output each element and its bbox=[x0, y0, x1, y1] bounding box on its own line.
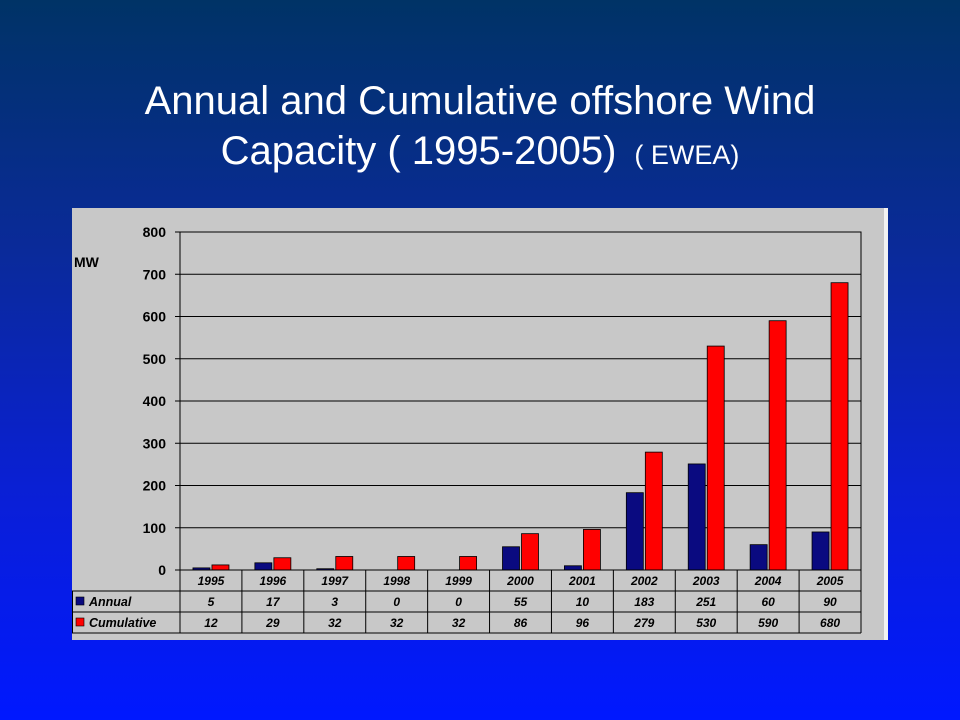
category-label-1999: 1999 bbox=[445, 574, 472, 588]
data-label-cumulative-1997: 32 bbox=[328, 616, 342, 630]
title-source: ( EWEA) bbox=[634, 140, 740, 170]
data-label-annual-2004: 60 bbox=[761, 595, 775, 609]
bar-layer bbox=[192, 282, 849, 571]
category-label-2000: 2000 bbox=[506, 574, 534, 588]
bar-annual-2005 bbox=[811, 531, 830, 571]
category-label-2001: 2001 bbox=[568, 574, 596, 588]
legend-swatch-cumulative bbox=[75, 617, 85, 627]
axis-labels: 0 100 200 300 400 500 600 700 800 MW bbox=[74, 224, 166, 578]
bar-cumulative-1998 bbox=[397, 556, 416, 571]
bar-cumulative-1999 bbox=[459, 556, 477, 571]
data-table: 1995 1996 1997 1998 1999 2000 2001 2002 2003 2004… bbox=[72, 569, 862, 634]
bar-annual-2003 bbox=[687, 463, 706, 571]
data-label-annual-2003: 251 bbox=[695, 595, 716, 609]
y-tick-label-100: 100 bbox=[143, 520, 167, 536]
bar-cumulative-1996 bbox=[273, 557, 292, 571]
data-label-annual-2005: 90 bbox=[823, 595, 837, 609]
bar-cumulative-2002 bbox=[644, 451, 663, 571]
y-tick-label-800: 800 bbox=[143, 224, 167, 240]
category-label-1997: 1997 bbox=[321, 574, 349, 588]
data-label-cumulative-2004: 590 bbox=[758, 616, 778, 630]
bar-cumulative-2004 bbox=[768, 320, 787, 571]
data-label-annual-2001: 10 bbox=[576, 595, 590, 609]
data-label-cumulative-2001: 96 bbox=[576, 616, 590, 630]
data-label-annual-1998: 0 bbox=[393, 595, 400, 609]
bar-annual-2001 bbox=[564, 565, 582, 571]
data-label-annual-1999: 0 bbox=[455, 595, 462, 609]
category-label-1996: 1996 bbox=[260, 574, 287, 588]
data-label-annual-1997: 3 bbox=[331, 595, 338, 609]
category-label-2004: 2004 bbox=[754, 574, 782, 588]
data-label-annual-1995: 5 bbox=[208, 595, 215, 609]
data-label-annual-2002: 183 bbox=[634, 595, 654, 609]
title-line-1: Annual and Cumulative offshore Wind bbox=[144, 79, 816, 123]
y-tick-label-500: 500 bbox=[143, 351, 167, 367]
data-label-cumulative-2002: 279 bbox=[633, 616, 654, 630]
slide-title: Annual and Cumulative offshore Wind Capa… bbox=[0, 76, 960, 180]
data-label-cumulative-1996: 29 bbox=[265, 616, 280, 630]
title-line-2-main: Capacity ( 1995-2005) bbox=[220, 129, 617, 173]
bar-annual-2000 bbox=[502, 546, 520, 571]
bar-cumulative-2003 bbox=[706, 345, 725, 571]
data-label-cumulative-1995: 12 bbox=[204, 616, 218, 630]
data-label-cumulative-2003: 530 bbox=[696, 616, 716, 630]
data-label-cumulative-1999: 32 bbox=[452, 616, 466, 630]
legend-label-cumulative: Cumulative bbox=[89, 616, 156, 630]
bar-cumulative-2000 bbox=[521, 533, 539, 571]
category-label-1998: 1998 bbox=[383, 574, 410, 588]
bar-cumulative-2005 bbox=[830, 282, 849, 571]
data-label-annual-2000: 55 bbox=[514, 595, 528, 609]
y-tick-label-700: 700 bbox=[143, 266, 167, 282]
y-tick-label-300: 300 bbox=[143, 435, 167, 451]
data-label-cumulative-2000: 86 bbox=[514, 616, 528, 630]
y-tick-label-0: 0 bbox=[158, 562, 166, 578]
bar-annual-2004 bbox=[749, 544, 768, 571]
bar-annual-2002 bbox=[625, 492, 644, 571]
data-label-cumulative-1998: 32 bbox=[390, 616, 404, 630]
title-line-2: Capacity ( 1995-2005) ( EWEA) bbox=[0, 126, 960, 180]
grid-layer bbox=[175, 231, 862, 571]
legend-swatch-annual bbox=[75, 596, 85, 606]
bar-cumulative-1995 bbox=[211, 564, 230, 571]
bar-cumulative-2001 bbox=[583, 529, 601, 571]
bar-annual-1996 bbox=[254, 562, 273, 571]
chart-svg: 1995 1996 1997 1998 1999 2000 2001 2002 2003 2004… bbox=[72, 224, 862, 634]
y-axis-label: MW bbox=[74, 254, 100, 270]
category-label-2003: 2003 bbox=[692, 574, 720, 588]
bar-cumulative-1997 bbox=[335, 556, 354, 571]
legend-label-annual: Annual bbox=[88, 595, 132, 609]
category-label-1995: 1995 bbox=[198, 574, 225, 588]
y-tick-label-600: 600 bbox=[143, 309, 167, 325]
chart-panel: 1995 1996 1997 1998 1999 2000 2001 2002 2003 2004… bbox=[72, 208, 888, 640]
y-tick-label-400: 400 bbox=[143, 393, 167, 409]
y-tick-label-200: 200 bbox=[143, 478, 167, 494]
data-label-annual-1996: 17 bbox=[266, 595, 281, 609]
data-label-cumulative-2005: 680 bbox=[820, 616, 840, 630]
category-label-2005: 2005 bbox=[816, 574, 844, 588]
category-label-2002: 2002 bbox=[630, 574, 658, 588]
